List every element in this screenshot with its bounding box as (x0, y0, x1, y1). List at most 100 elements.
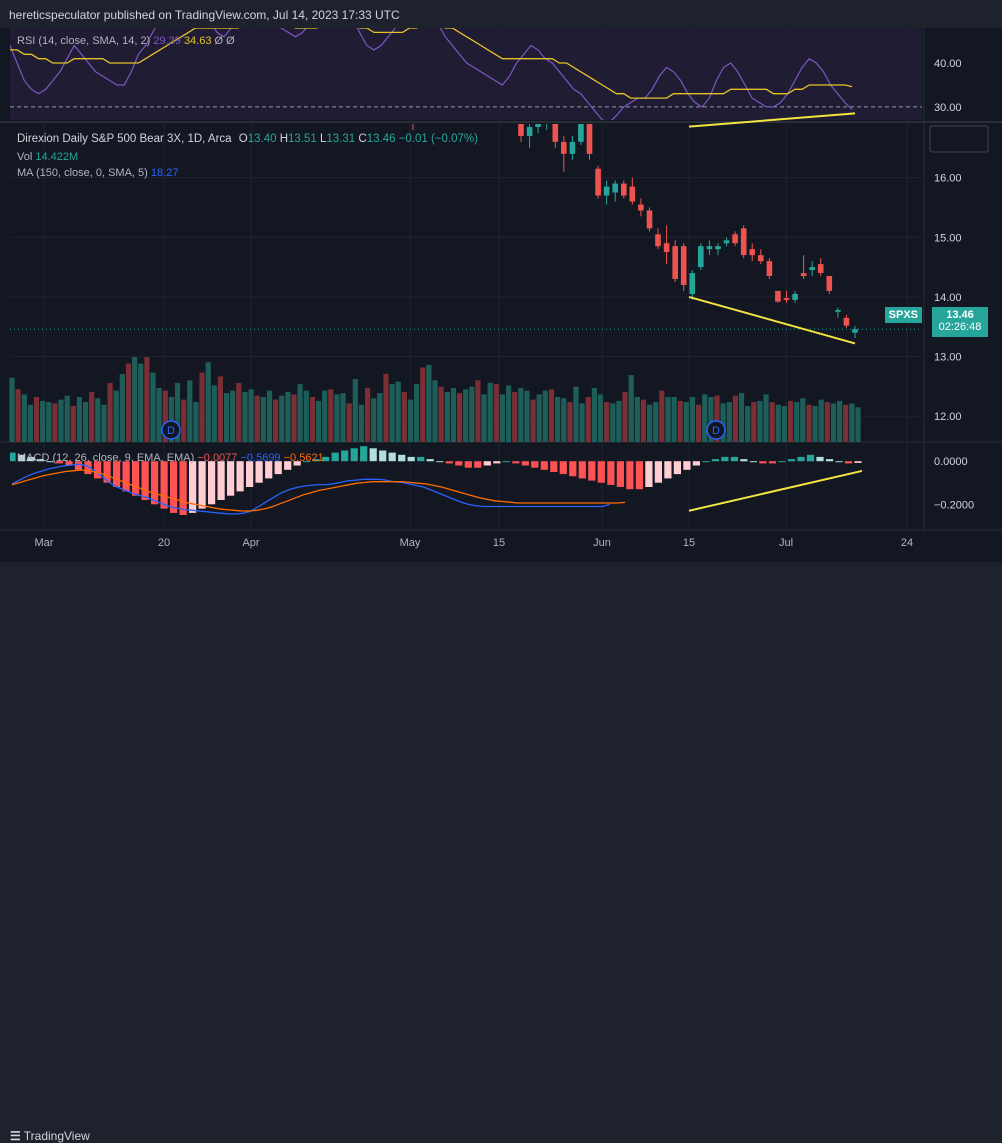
volume-bar (144, 357, 150, 442)
volume-bar (95, 398, 101, 442)
rsi-trendline (688, 112, 856, 128)
macd-histogram-bar (198, 461, 206, 509)
volume-bar (101, 404, 107, 442)
volume-bar (561, 398, 567, 442)
volume-bar (138, 363, 144, 442)
volume-bar (125, 363, 132, 442)
volume-bar (328, 389, 334, 442)
candle-body (535, 124, 541, 127)
macd-signal-line (11, 469, 626, 512)
price-legend: Direxion Daily S&P 500 Bear 3X, 1D, Arca… (17, 133, 478, 145)
macd-signal-value: −0.5621 (283, 452, 324, 464)
macd-histogram-bar (559, 461, 567, 475)
time-tick-label: Jul (779, 537, 793, 549)
volume-bar (493, 384, 499, 442)
volume-bar (211, 385, 217, 442)
volume-bar (524, 390, 530, 442)
volume-bar (818, 399, 824, 442)
macd-histogram-bar (398, 454, 406, 462)
candle-body (817, 264, 824, 273)
macd-legend: MACD (12, 26, close, 9, EMA, EMA) −0.007… (17, 452, 324, 464)
volume-bar (266, 390, 273, 442)
candle-body (783, 298, 790, 300)
macd-histogram-bar (597, 461, 605, 483)
macd-histogram-bar (265, 461, 273, 479)
volume-bar (291, 394, 297, 442)
volume-bar (665, 397, 671, 442)
volume-bar (512, 391, 518, 442)
volume-bar (444, 391, 450, 442)
volume-bar (567, 402, 573, 442)
macd-histogram-bar (10, 452, 16, 462)
macd-histogram-bar (578, 461, 586, 479)
price-axis-tick: 16.00 (934, 173, 962, 185)
symbol-tag: SPXS (884, 307, 922, 323)
close-label: C (358, 133, 367, 145)
macd-histogram-bar (455, 461, 463, 466)
candle-body (621, 183, 627, 196)
macd-histogram-bar (825, 459, 834, 462)
candle-body (680, 246, 687, 285)
volume-bar (806, 404, 812, 442)
volume-bar (297, 384, 303, 442)
price-axis-marker-box (929, 125, 989, 153)
macd-group (10, 446, 862, 515)
candle-body (740, 228, 747, 256)
time-tick-label: 24 (901, 537, 913, 549)
volume-bar (395, 381, 401, 442)
volume-bar (830, 403, 837, 442)
volume-bar (555, 397, 561, 442)
candle-body (578, 124, 584, 142)
macd-histogram-bar (740, 459, 748, 462)
macd-histogram-bar (607, 461, 615, 485)
macd-histogram-bar (341, 450, 349, 462)
open-label: O (238, 133, 248, 145)
candles-group (518, 124, 858, 339)
macd-histogram-bar (645, 461, 653, 487)
volume-bar (58, 399, 64, 442)
candle-body (629, 186, 636, 202)
last-price: 13.46 (946, 309, 974, 321)
volume-bar (640, 399, 646, 442)
macd-histogram-bar (844, 461, 853, 464)
volume-bar (113, 390, 119, 442)
volume-bar (518, 388, 524, 442)
macd-histogram-bar (246, 461, 254, 487)
macd-histogram-bar (236, 461, 244, 492)
candle-body (646, 210, 653, 229)
macd-axis-tick: −0.2000 (934, 499, 974, 511)
volume-bar (726, 402, 732, 442)
candle-body (766, 261, 773, 276)
volume-bar (714, 395, 720, 442)
macd-histogram-bar (797, 456, 805, 462)
macd-histogram-bar (626, 461, 634, 490)
candle-body (638, 204, 644, 211)
volume-bar (720, 403, 726, 442)
volume-legend: Vol 14.422M (17, 151, 78, 163)
candle-body (518, 124, 524, 136)
bar-countdown: 02:26:48 (938, 321, 982, 333)
time-tick-label: 15 (493, 537, 505, 549)
volume-bar (432, 380, 438, 442)
volume-bar (33, 397, 40, 442)
macd-histogram-bar (806, 454, 815, 462)
macd-histogram-bar (189, 461, 197, 513)
volume-bar (456, 393, 463, 442)
volume-bar (579, 403, 585, 442)
low-label: L (320, 133, 327, 145)
macd-histogram-bar (217, 461, 225, 500)
volume-bar (751, 402, 757, 442)
publish-header: hereticspeculator published on TradingVi… (0, 0, 1002, 28)
publish-text: hereticspeculator published on TradingVi… (9, 8, 400, 22)
macd-histogram-bar (787, 459, 796, 462)
macd-histogram-bar (483, 461, 491, 466)
macd-histogram-bar (407, 456, 415, 462)
volume-bar (689, 397, 696, 442)
volume-bar (634, 397, 640, 442)
high-label: H (279, 133, 289, 145)
rsi-line (10, 28, 853, 120)
price-axis-tick: 13.00 (934, 352, 962, 364)
volume-bar (279, 395, 285, 442)
volume-bar (757, 400, 763, 442)
macd-histogram-bar (141, 461, 149, 500)
